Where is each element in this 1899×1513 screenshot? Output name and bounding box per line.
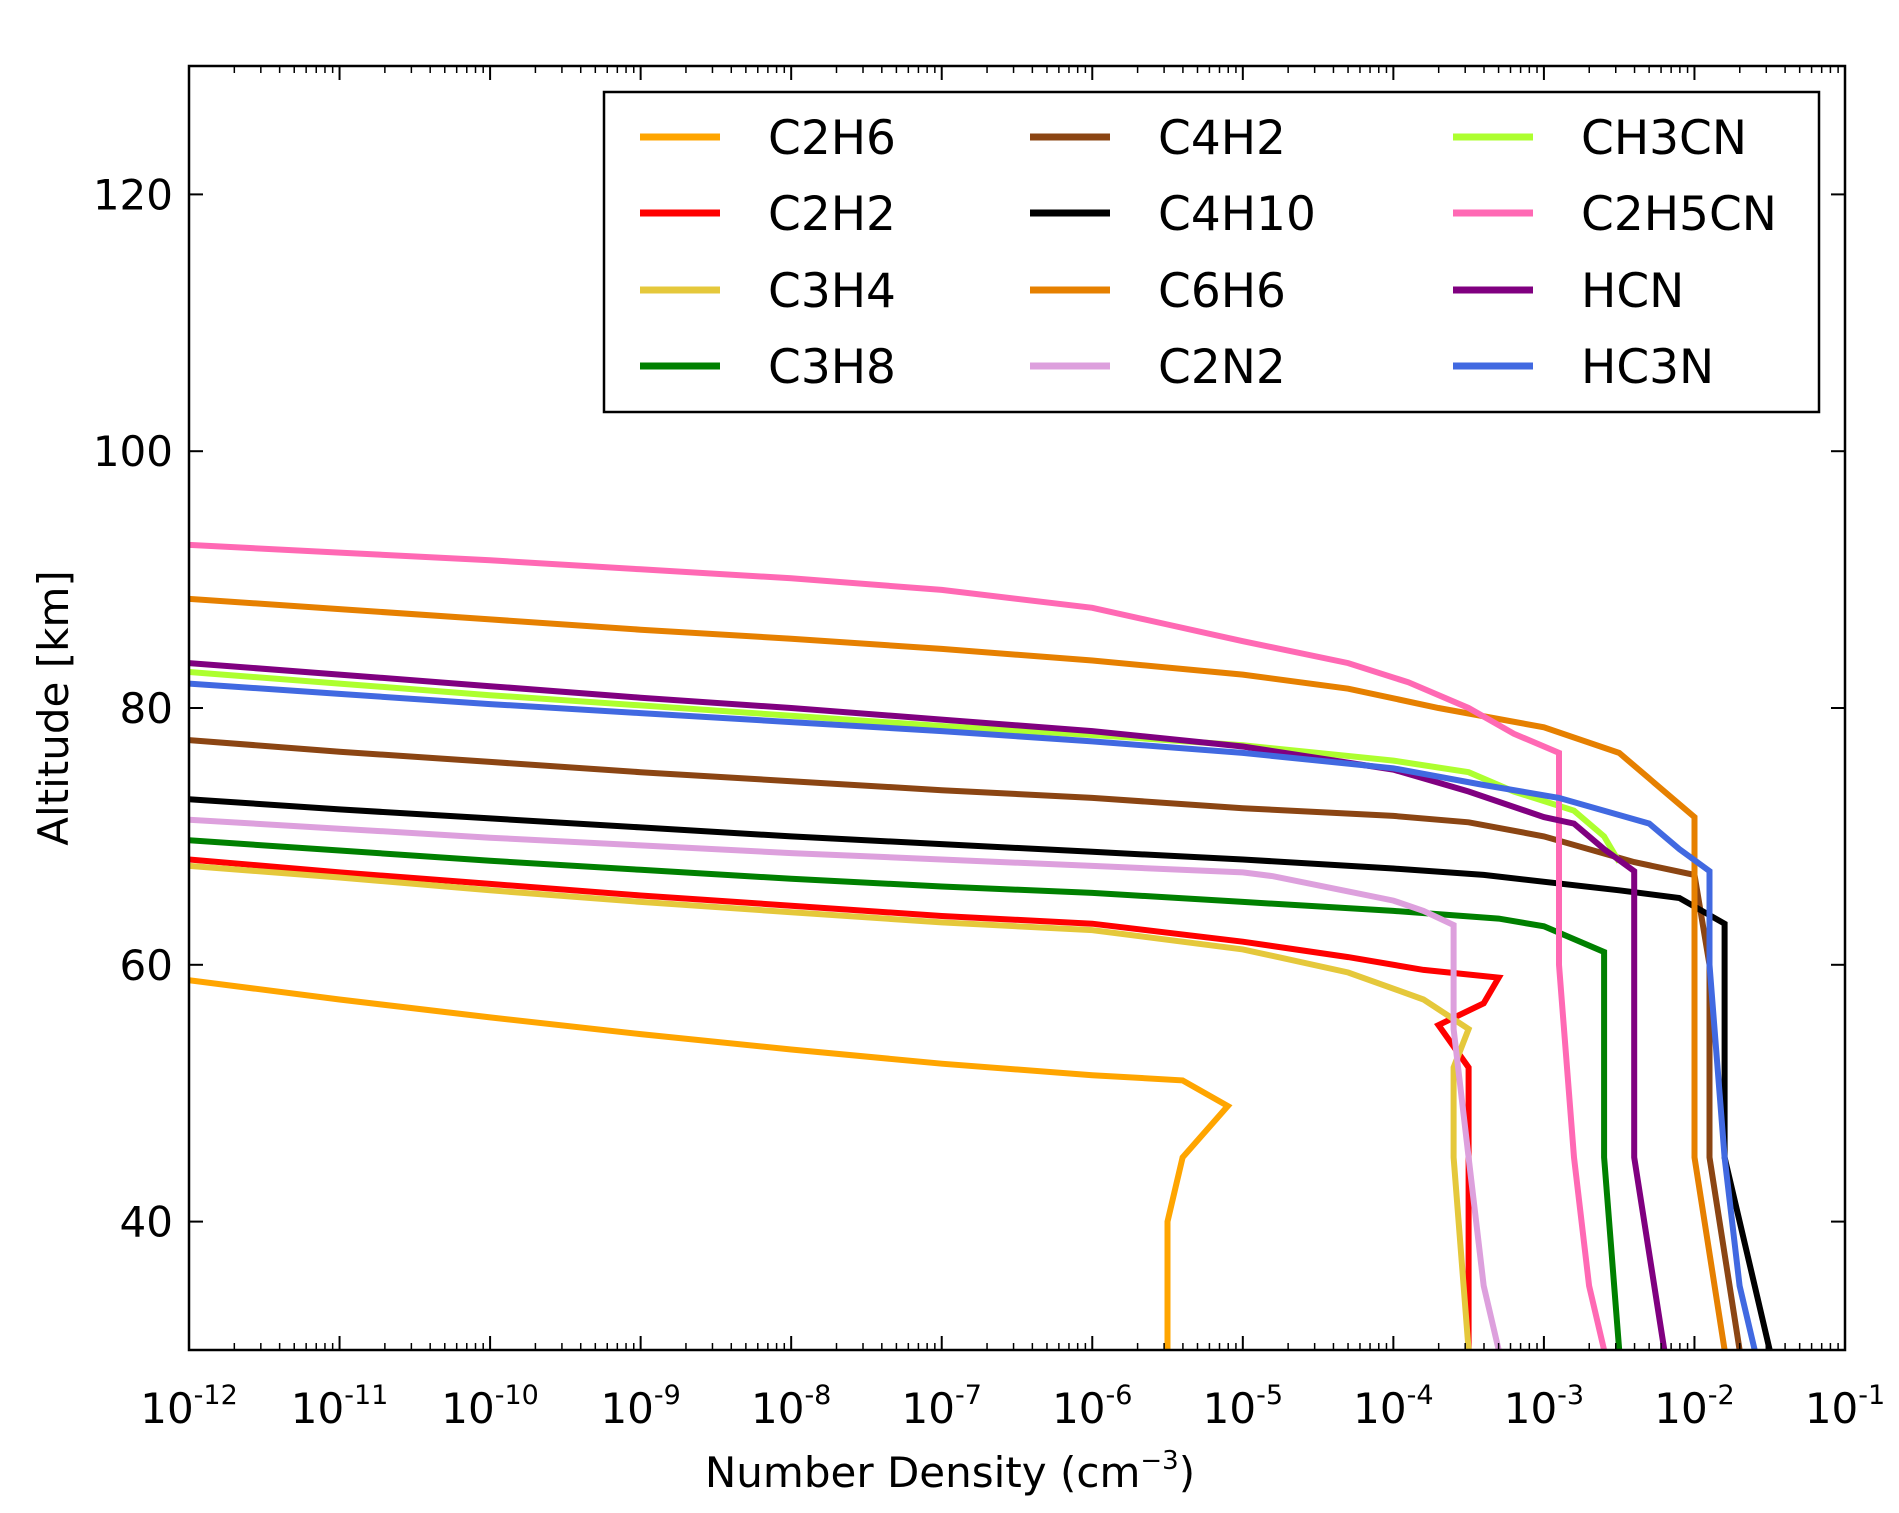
legend-label-c4h10: C4H10 xyxy=(1158,187,1316,242)
ticks-layer: 10-12 10-11 10-10 10-9 10-8 10-7 10-6 10-5 10-4 1… xyxy=(93,66,1885,1433)
x-tick-exponent: -10 xyxy=(495,1380,539,1411)
x-tick-mantissa: 10 xyxy=(1052,1384,1105,1433)
x-tick-label: 10-10 xyxy=(441,1380,539,1433)
x-tick-mantissa: 10 xyxy=(600,1384,653,1433)
y-axis-title: Altitude [km] xyxy=(29,570,78,845)
y-tick-label: 60 xyxy=(120,941,173,990)
x-axis-title-close: ) xyxy=(1179,1448,1195,1497)
x-tick-mantissa: 10 xyxy=(1504,1384,1557,1433)
x-tick-exponent: -8 xyxy=(804,1380,831,1411)
x-tick-mantissa: 10 xyxy=(291,1384,344,1433)
x-tick-exponent: -12 xyxy=(194,1380,238,1411)
x-tick-label: 10-3 xyxy=(1504,1380,1584,1433)
legend-label-ch3cn: CH3CN xyxy=(1581,111,1747,166)
x-tick-exponent: -4 xyxy=(1407,1380,1434,1411)
series-line-c2n2 xyxy=(189,816,1502,1350)
x-tick-label: 10-11 xyxy=(291,1380,389,1433)
x-tick-mantissa: 10 xyxy=(751,1384,804,1433)
x-tick-exponent: -9 xyxy=(654,1380,681,1411)
legend-label-c2h6: C2H6 xyxy=(768,111,896,166)
legend-label-c2h2: C2H2 xyxy=(768,187,896,242)
x-axis-title: Number Density (cm−3) xyxy=(705,1446,1195,1497)
x-tick-label: 10-4 xyxy=(1353,1380,1433,1433)
y-tick-label: 40 xyxy=(120,1198,173,1247)
x-tick-exponent: -7 xyxy=(955,1380,982,1411)
series-line-c3h8 xyxy=(189,837,1623,1350)
x-tick-mantissa: 10 xyxy=(1203,1384,1256,1433)
x-axis-title-base: Number Density (cm xyxy=(705,1448,1140,1497)
legend-label-c2n2: C2N2 xyxy=(1158,340,1286,395)
x-tick-label: 10-1 xyxy=(1805,1380,1885,1433)
x-tick-label: 10-12 xyxy=(140,1380,238,1433)
x-tick-exponent: -2 xyxy=(1708,1380,1735,1411)
x-tick-exponent: -3 xyxy=(1557,1380,1584,1411)
x-tick-label: 10-8 xyxy=(751,1380,831,1433)
x-axis-title-exp: −3 xyxy=(1140,1446,1178,1476)
legend-label-c3h4: C3H4 xyxy=(768,264,896,319)
legend: C2H6 C2H2 C3H4 C3H8 C4H2 C4H10 C6H6 C2N2 CH3CN C2… xyxy=(602,90,1821,414)
x-tick-mantissa: 10 xyxy=(902,1384,955,1433)
legend-label-c6h6: C6H6 xyxy=(1158,264,1286,319)
series-line-c2h5cn xyxy=(189,541,1608,1350)
y-tick-label: 100 xyxy=(93,427,173,476)
series-line-c4h2 xyxy=(189,737,1743,1350)
x-tick-mantissa: 10 xyxy=(140,1384,193,1433)
x-tick-exponent: -1 xyxy=(1858,1380,1885,1411)
legend-box xyxy=(602,90,1821,414)
x-tick-exponent: -11 xyxy=(344,1380,388,1411)
legend-label-c3h8: C3H8 xyxy=(768,340,896,395)
series-layer xyxy=(189,541,1773,1350)
x-tick-exponent: -5 xyxy=(1256,1380,1283,1411)
x-tick-label: 10-2 xyxy=(1654,1380,1734,1433)
legend-label-hcn: HCN xyxy=(1581,264,1684,319)
x-tick-mantissa: 10 xyxy=(1353,1384,1406,1433)
legend-label-c4h2: C4H2 xyxy=(1158,111,1286,166)
series-line-c4h10 xyxy=(189,796,1773,1350)
x-tick-exponent: -6 xyxy=(1106,1380,1133,1411)
y-tick-label: 80 xyxy=(120,684,173,733)
series-line-c6h6 xyxy=(189,595,1728,1350)
x-tick-label: 10-9 xyxy=(600,1380,680,1433)
x-tick-label: 10-7 xyxy=(902,1380,982,1433)
x-tick-mantissa: 10 xyxy=(1654,1384,1707,1433)
x-tick-label: 10-6 xyxy=(1052,1380,1132,1433)
series-line-c2h6 xyxy=(189,977,1233,1350)
x-tick-label: 10-5 xyxy=(1203,1380,1283,1433)
legend-label-c2h5cn: C2H5CN xyxy=(1581,187,1777,242)
y-tick-label: 120 xyxy=(93,170,173,219)
series-line-hc3n xyxy=(189,680,1758,1350)
x-tick-mantissa: 10 xyxy=(441,1384,494,1433)
x-tick-mantissa: 10 xyxy=(1805,1384,1858,1433)
legend-label-hc3n: HC3N xyxy=(1581,340,1714,395)
